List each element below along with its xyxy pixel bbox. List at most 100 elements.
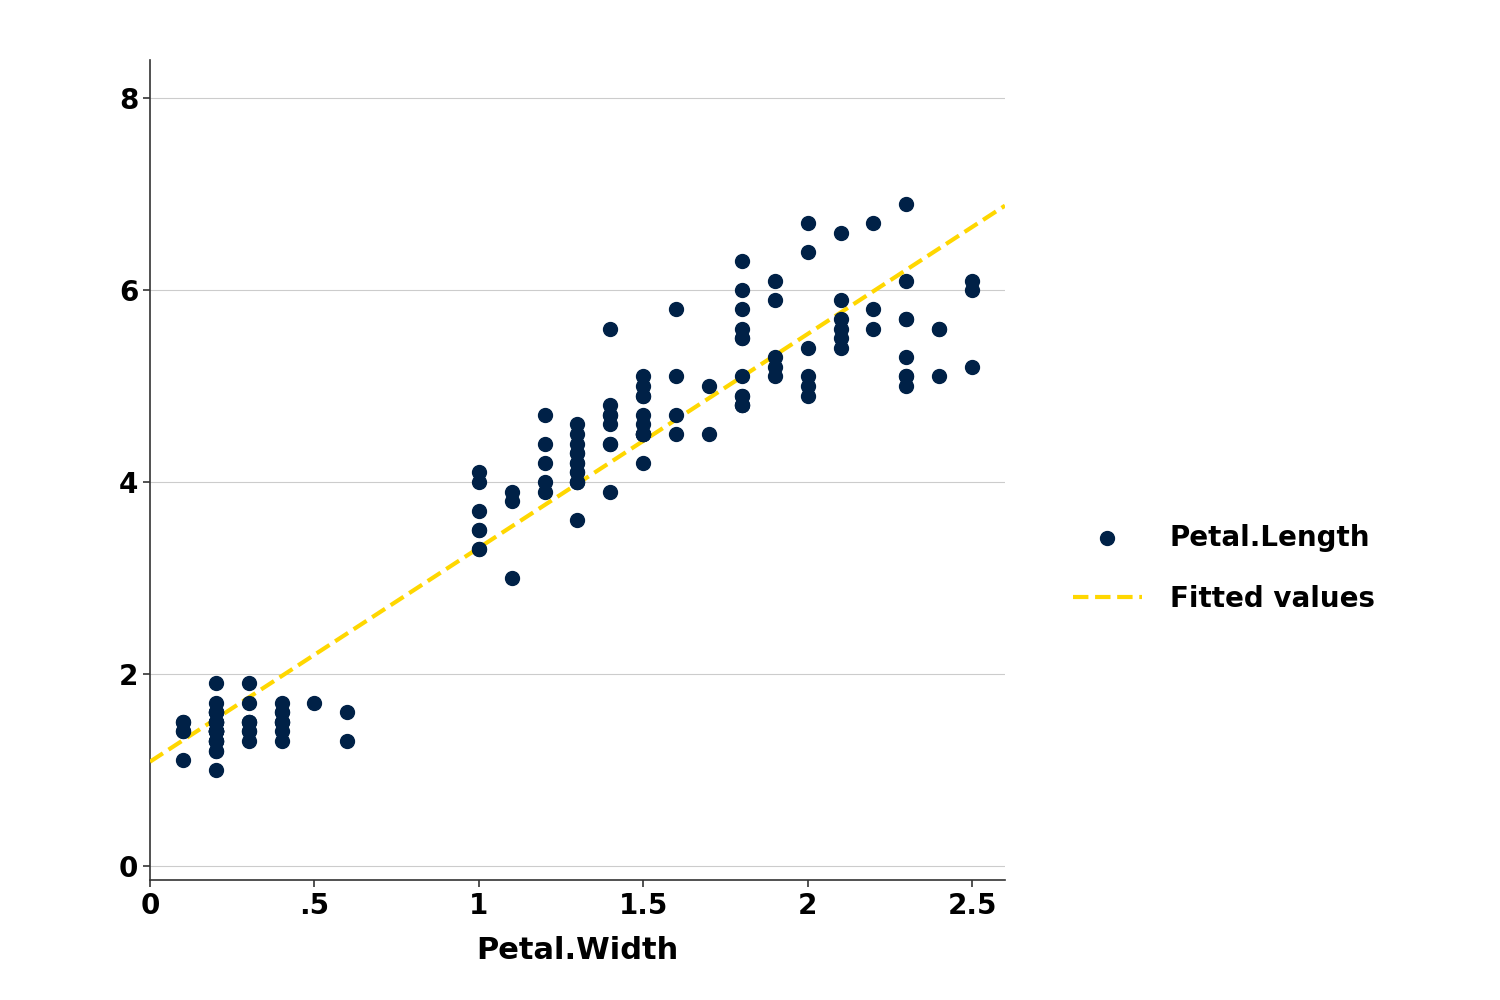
Petal.Length	[632, 388, 656, 404]
Petal.Length	[632, 426, 656, 442]
Petal.Length	[861, 301, 885, 317]
Petal.Length	[730, 330, 754, 346]
Petal.Length	[270, 714, 294, 730]
Petal.Length	[500, 493, 523, 509]
Petal.Length	[204, 723, 228, 739]
Petal.Length	[204, 695, 228, 711]
Petal.Length	[566, 445, 590, 461]
Petal.Length	[270, 704, 294, 720]
Petal.Length	[171, 752, 195, 768]
Petal.Length	[270, 695, 294, 711]
Petal.Length	[204, 704, 228, 720]
Petal.Length	[632, 426, 656, 442]
Petal.Length	[894, 349, 918, 365]
Petal.Length	[632, 426, 656, 442]
Petal.Length	[894, 311, 918, 327]
Petal.Length	[566, 464, 590, 480]
Petal.Length	[764, 273, 788, 289]
Petal.Length	[532, 436, 556, 452]
Petal.Length	[632, 426, 656, 442]
Petal.Length	[500, 484, 523, 500]
Petal.Length	[632, 407, 656, 423]
Petal.Length	[204, 714, 228, 730]
Petal.Length	[336, 733, 360, 749]
Petal.Length	[466, 474, 490, 490]
Petal.Length	[960, 273, 984, 289]
Petal.Length	[730, 397, 754, 413]
Petal.Length	[204, 704, 228, 720]
Petal.Length	[927, 368, 951, 384]
Petal.Length	[894, 196, 918, 212]
Petal.Length	[204, 723, 228, 739]
Petal.Length	[664, 407, 688, 423]
Petal.Length	[566, 474, 590, 490]
Petal.Length	[204, 733, 228, 749]
Legend: Petal.Length, Fitted values: Petal.Length, Fitted values	[1062, 513, 1386, 624]
Petal.Length	[171, 723, 195, 739]
Petal.Length	[764, 368, 788, 384]
Petal.Length	[598, 436, 622, 452]
Petal.Length	[632, 416, 656, 432]
Petal.Length	[894, 378, 918, 394]
Petal.Length	[828, 311, 852, 327]
Petal.Length	[698, 426, 721, 442]
Petal.Length	[598, 321, 622, 337]
Petal.Length	[828, 225, 852, 241]
Petal.Length	[532, 455, 556, 471]
Petal.Length	[795, 340, 819, 356]
Petal.Length	[730, 388, 754, 404]
X-axis label: Petal.Width: Petal.Width	[477, 936, 678, 965]
Petal.Length	[466, 522, 490, 538]
Petal.Length	[204, 714, 228, 730]
Petal.Length	[270, 733, 294, 749]
Petal.Length	[500, 570, 523, 586]
Petal.Length	[204, 675, 228, 691]
Petal.Length	[204, 704, 228, 720]
Petal.Length	[204, 723, 228, 739]
Petal.Length	[270, 723, 294, 739]
Petal.Length	[566, 474, 590, 490]
Petal.Length	[171, 714, 195, 730]
Petal.Length	[204, 723, 228, 739]
Petal.Length	[730, 368, 754, 384]
Petal.Length	[237, 723, 261, 739]
Petal.Length	[237, 675, 261, 691]
Petal.Length	[336, 704, 360, 720]
Petal.Length	[764, 349, 788, 365]
Petal.Length	[237, 723, 261, 739]
Petal.Length	[204, 723, 228, 739]
Petal.Length	[894, 368, 918, 384]
Petal.Length	[894, 368, 918, 384]
Petal.Length	[795, 368, 819, 384]
Petal.Length	[237, 714, 261, 730]
Petal.Length	[730, 330, 754, 346]
Petal.Length	[204, 704, 228, 720]
Petal.Length	[698, 378, 721, 394]
Petal.Length	[632, 368, 656, 384]
Petal.Length	[598, 397, 622, 413]
Petal.Length	[795, 244, 819, 260]
Petal.Length	[532, 474, 556, 490]
Petal.Length	[730, 397, 754, 413]
Petal.Length	[532, 484, 556, 500]
Petal.Length	[466, 541, 490, 557]
Petal.Length	[204, 733, 228, 749]
Petal.Length	[270, 714, 294, 730]
Petal.Length	[566, 416, 590, 432]
Petal.Length	[204, 723, 228, 739]
Petal.Length	[828, 340, 852, 356]
Petal.Length	[632, 378, 656, 394]
Petal.Length	[171, 714, 195, 730]
Petal.Length	[566, 464, 590, 480]
Petal.Length	[237, 695, 261, 711]
Petal.Length	[730, 253, 754, 269]
Petal.Length	[861, 215, 885, 231]
Petal.Length	[598, 484, 622, 500]
Petal.Length	[171, 723, 195, 739]
Petal.Length	[566, 474, 590, 490]
Petal.Length	[764, 359, 788, 375]
Petal.Length	[204, 714, 228, 730]
Petal.Length	[730, 388, 754, 404]
Petal.Length	[795, 215, 819, 231]
Petal.Length	[861, 321, 885, 337]
